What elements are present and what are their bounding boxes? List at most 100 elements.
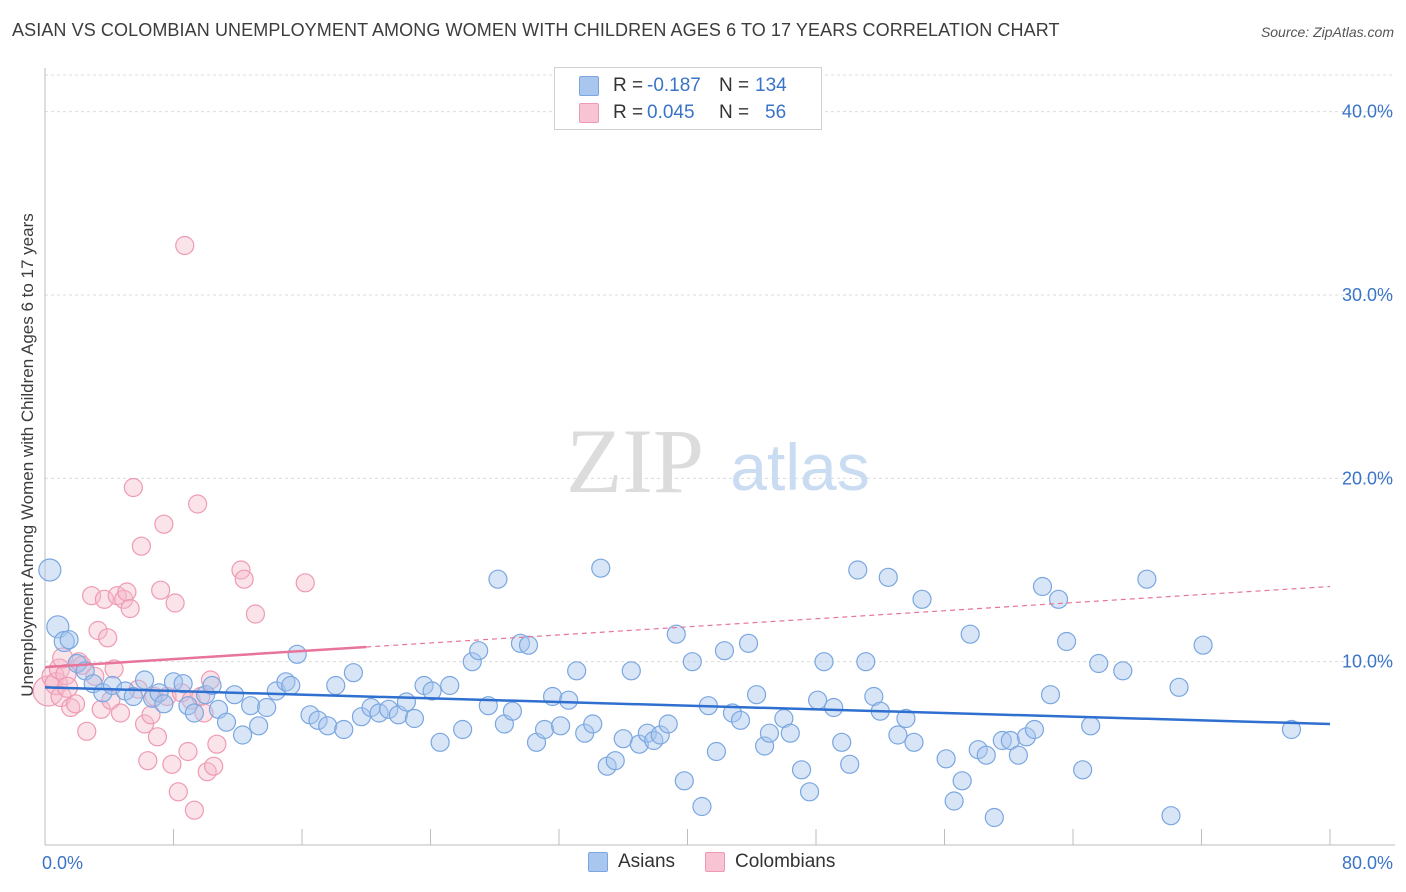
asians-point [326, 675, 346, 696]
colombians-trend-line [44, 645, 367, 669]
source-note: Source: ZipAtlas.com [1260, 24, 1394, 40]
asians-point [369, 703, 389, 723]
colombians-point [184, 800, 204, 820]
asians-point [559, 690, 579, 710]
asians-point [824, 697, 844, 718]
asians-point [123, 686, 143, 707]
colombians-point [162, 754, 182, 774]
asians-point [1081, 716, 1101, 736]
asians-point [621, 661, 641, 681]
asians-point [38, 558, 62, 582]
axes [44, 68, 1395, 846]
asians-point [59, 630, 79, 650]
asians-point [1281, 719, 1302, 740]
asians-point [287, 644, 307, 664]
asians-point [462, 652, 482, 672]
colombians-point [178, 741, 198, 762]
asians-point [173, 674, 193, 694]
asians-point [759, 723, 780, 743]
asians-point [1073, 760, 1093, 780]
colombians-point [81, 586, 102, 606]
colombians-point [110, 703, 131, 723]
series-legend: Asians Colombians [588, 851, 835, 873]
asians-point [896, 708, 916, 729]
asians-point [518, 635, 539, 655]
y-tick-label: 10.0% [1342, 652, 1393, 672]
asians-point [334, 719, 354, 740]
asians-point [605, 751, 625, 771]
asians-point [791, 760, 812, 780]
asians-point [888, 725, 908, 745]
asians-point [706, 741, 727, 762]
asians-point [754, 736, 775, 756]
chart-title: ASIAN VS COLOMBIAN UNEMPLOYMENT AMONG WO… [12, 20, 1060, 40]
colombians-point [107, 586, 127, 606]
r-value-asians: -0.187 [647, 75, 701, 96]
asians-point [848, 560, 868, 580]
colombians-points [32, 235, 315, 820]
asians-point [738, 633, 759, 653]
asians-point [730, 710, 751, 730]
colombians-point [204, 756, 224, 776]
asians-point [469, 641, 489, 661]
tick-labels: 10.0% 20.0% 30.0% 40.0% 0.0% 80.0% [42, 102, 1393, 873]
asians-point [856, 652, 876, 672]
asians-point [912, 589, 932, 609]
asians-point [241, 696, 261, 716]
asians-point [502, 701, 523, 721]
n-label: N = [719, 102, 750, 123]
asians-legend-label: Asians [618, 851, 676, 872]
asians-point [1024, 719, 1045, 740]
y-tick-label: 30.0% [1342, 285, 1393, 305]
colombians-point [165, 593, 185, 613]
x-tick-label-max: 80.0% [1342, 853, 1393, 873]
asians-point [534, 719, 555, 740]
colombians-trend-extension [366, 585, 1331, 648]
colombians-point [151, 580, 171, 600]
asians-point [154, 694, 174, 714]
asians-point [960, 624, 980, 644]
colombians-point [245, 604, 266, 624]
asians-swatch [579, 76, 599, 96]
asians-point [440, 675, 460, 696]
colombians-point [98, 628, 118, 648]
asians-point [396, 692, 417, 712]
asians-point [1089, 653, 1109, 674]
colombians-point [168, 782, 188, 802]
x-tick-label-min: 0.0% [42, 853, 83, 873]
asians-point [944, 791, 964, 811]
colombians-swatch [579, 103, 599, 123]
asians-point [650, 725, 670, 745]
asians-legend-swatch [588, 852, 608, 872]
asians-point [814, 652, 834, 672]
asians-point [1048, 589, 1069, 609]
colombians-point [85, 666, 105, 686]
asians-point [430, 732, 450, 752]
asians-point [682, 652, 702, 672]
asians-point [840, 754, 860, 774]
asians-point [952, 771, 972, 791]
asians-point [1113, 661, 1133, 681]
asians-point [1016, 727, 1037, 747]
asians-point [488, 569, 508, 589]
asians-point [936, 749, 956, 769]
asians-point [379, 699, 399, 719]
asians-point [1040, 685, 1061, 705]
watermark-atlas: atlas [730, 430, 869, 504]
asians-point [799, 782, 820, 802]
asians-point [746, 685, 767, 705]
colombians-point [131, 536, 151, 556]
asians-point [249, 716, 269, 736]
colombians-point [101, 690, 121, 710]
y-tick-label: 40.0% [1342, 102, 1393, 122]
asians-point [808, 690, 828, 710]
colombians-point [207, 734, 227, 754]
asians-point [178, 696, 198, 716]
asians-point [184, 703, 204, 723]
asians-point [666, 624, 686, 644]
asians-point [1137, 569, 1157, 589]
asians-point [224, 685, 245, 705]
asians-point [453, 719, 473, 740]
r-value-colombians: 0.045 [647, 102, 695, 123]
